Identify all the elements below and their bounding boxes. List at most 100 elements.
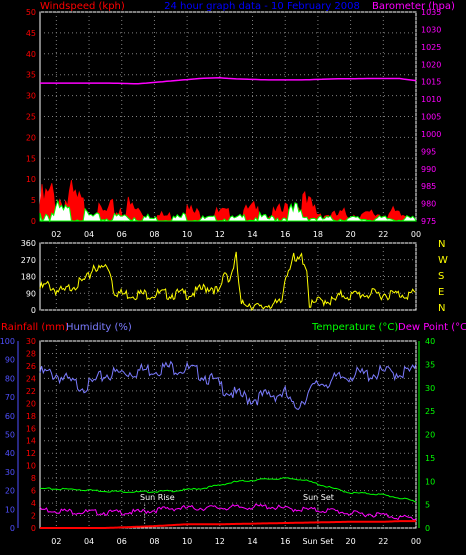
humidity-x-tick-label: 14 (247, 537, 257, 546)
barometer-tick-label: 1005 (421, 113, 441, 122)
rainfall-tick-label: 2 (31, 512, 36, 521)
temperature-tick-label: 40 (425, 337, 435, 346)
dewpoint-series (39, 503, 417, 521)
barometer-tick-label: 1025 (421, 43, 441, 52)
temperature-tick-label: 0 (425, 524, 430, 533)
barometer-tick-label: 1020 (421, 60, 441, 69)
wind-x-tick-label: 18 (313, 230, 323, 239)
temperature-tick-label: 20 (425, 431, 435, 440)
compass-label: S (438, 271, 444, 282)
humidity-tick-label: 10 (5, 505, 15, 514)
wind-x-tick-label: 10 (182, 230, 192, 239)
wind-x-tick-label: 02 (51, 230, 61, 239)
humidity-axis-title: Humidity (%) (66, 322, 132, 333)
rainfall-tick-label: 8 (31, 474, 36, 483)
wind-direction-series (39, 251, 416, 312)
barometer-tick-label: 980 (421, 200, 436, 209)
humidity-x-tick-label: 02 (51, 537, 61, 546)
humidity-x-tick-label: 00 (411, 537, 421, 546)
rainfall-tick-label: 0 (31, 524, 36, 533)
wind-x-tick-label: 06 (117, 230, 127, 239)
humidity-panel-frame (39, 340, 417, 529)
barometer-tick-label: 975 (421, 217, 436, 226)
rainfall-tick-label: 6 (31, 487, 36, 496)
rainfall-tick-label: 4 (31, 499, 36, 508)
windspeed-tick-label: 35 (26, 71, 36, 80)
humidity-x-tick-label: 06 (117, 537, 127, 546)
rainfall-tick-label: 26 (26, 362, 36, 371)
wind-x-tick-label: 16 (280, 230, 290, 239)
direction-tick-label: 360 (21, 239, 36, 248)
windspeed-axis-title: Windspeed (kph) (40, 1, 125, 12)
wind-x-tick-label: 12 (215, 230, 225, 239)
temperature-tick-label: 15 (425, 454, 435, 463)
humidity-x-tick-label: 04 (84, 537, 94, 546)
temperature-tick-label: 25 (425, 407, 435, 416)
humidity-tick-label: 80 (5, 374, 15, 383)
barometer-tick-label: 985 (421, 182, 436, 191)
temperature-tick-label: 35 (425, 360, 435, 369)
rainfall-tick-label: 28 (26, 349, 36, 358)
barometer-tick-label: 1000 (421, 130, 441, 139)
humidity-x-tick-label: 20 (346, 537, 356, 546)
windspeed-tick-label: 30 (26, 92, 36, 101)
compass-label: N (438, 303, 445, 314)
humidity-tick-label: 50 (5, 431, 15, 440)
humidity-x-tick-label: 10 (182, 537, 192, 546)
barometer-tick-label: 1030 (421, 25, 441, 34)
humidity-x-tick-label: 08 (149, 537, 159, 546)
rainfall-tick-label: 10 (26, 462, 36, 471)
sun-set-label: Sun Set (303, 493, 334, 502)
rainfall-tick-label: 22 (26, 387, 36, 396)
direction-tick-label: 0 (31, 306, 36, 315)
rainfall-tick-label: 20 (26, 399, 36, 408)
chart-title: 24 hour graph data - 10 February 2008 (164, 1, 360, 12)
windspeed-tick-label: 25 (26, 113, 36, 122)
compass-label: N (438, 239, 445, 250)
windspeed-tick-label: 0 (31, 217, 36, 226)
windspeed-tick-label: 15 (26, 154, 36, 163)
humidity-tick-label: 90 (5, 356, 15, 365)
barometer-tick-label: 1035 (421, 8, 441, 17)
barometer-tick-label: 1010 (421, 95, 441, 104)
humidity-tick-label: 30 (5, 468, 15, 477)
wind-x-tick-label: 04 (84, 230, 94, 239)
wind-x-tick-label: 20 (346, 230, 356, 239)
rainfall-tick-label: 16 (26, 424, 36, 433)
barometer-axis-title: Barometer (hpa) (372, 1, 455, 12)
wind-x-tick-label: 00 (411, 230, 421, 239)
sun-rise-label: Sun Rise (140, 493, 175, 502)
humidity-x-tick-label: 22 (378, 537, 388, 546)
rainfall-axis-title: Rainfall (mm) (1, 322, 69, 333)
windspeed-tick-label: 40 (26, 50, 36, 59)
compass-label: E (438, 287, 444, 298)
temperature-series (39, 477, 417, 503)
windspeed-tick-label: 20 (26, 133, 36, 142)
humidity-tick-label: 70 (5, 393, 15, 402)
direction-tick-label: 270 (21, 256, 36, 265)
barometer-tick-label: 1015 (421, 78, 441, 87)
humidity-x-tick-label: Sun Set (302, 537, 333, 546)
direction-tick-label: 90 (26, 289, 36, 298)
direction-tick-label: 180 (21, 273, 36, 282)
humidity-tick-label: 0 (10, 524, 15, 533)
rainfall-tick-label: 24 (26, 374, 36, 383)
barometer-tick-label: 990 (421, 165, 436, 174)
wind-x-tick-label: 14 (247, 230, 257, 239)
rainfall-tick-label: 30 (26, 337, 36, 346)
windspeed-tick-label: 5 (31, 196, 36, 205)
rainfall-tick-label: 14 (26, 437, 36, 446)
windspeed-tick-label: 50 (26, 8, 36, 17)
humidity-series (39, 360, 417, 410)
barometer-tick-label: 995 (421, 147, 436, 156)
windspeed-tick-label: 45 (26, 29, 36, 38)
temperature-axis-title: Temperature (°C) (311, 322, 398, 333)
rainfall-series (40, 520, 416, 529)
dewpoint-axis-title: Dew Point (°C) (398, 322, 466, 333)
temperature-tick-label: 10 (425, 477, 435, 486)
humidity-x-tick-label: 12 (215, 537, 225, 546)
windspeed-tick-label: 10 (26, 175, 36, 184)
temperature-tick-label: 30 (425, 384, 435, 393)
